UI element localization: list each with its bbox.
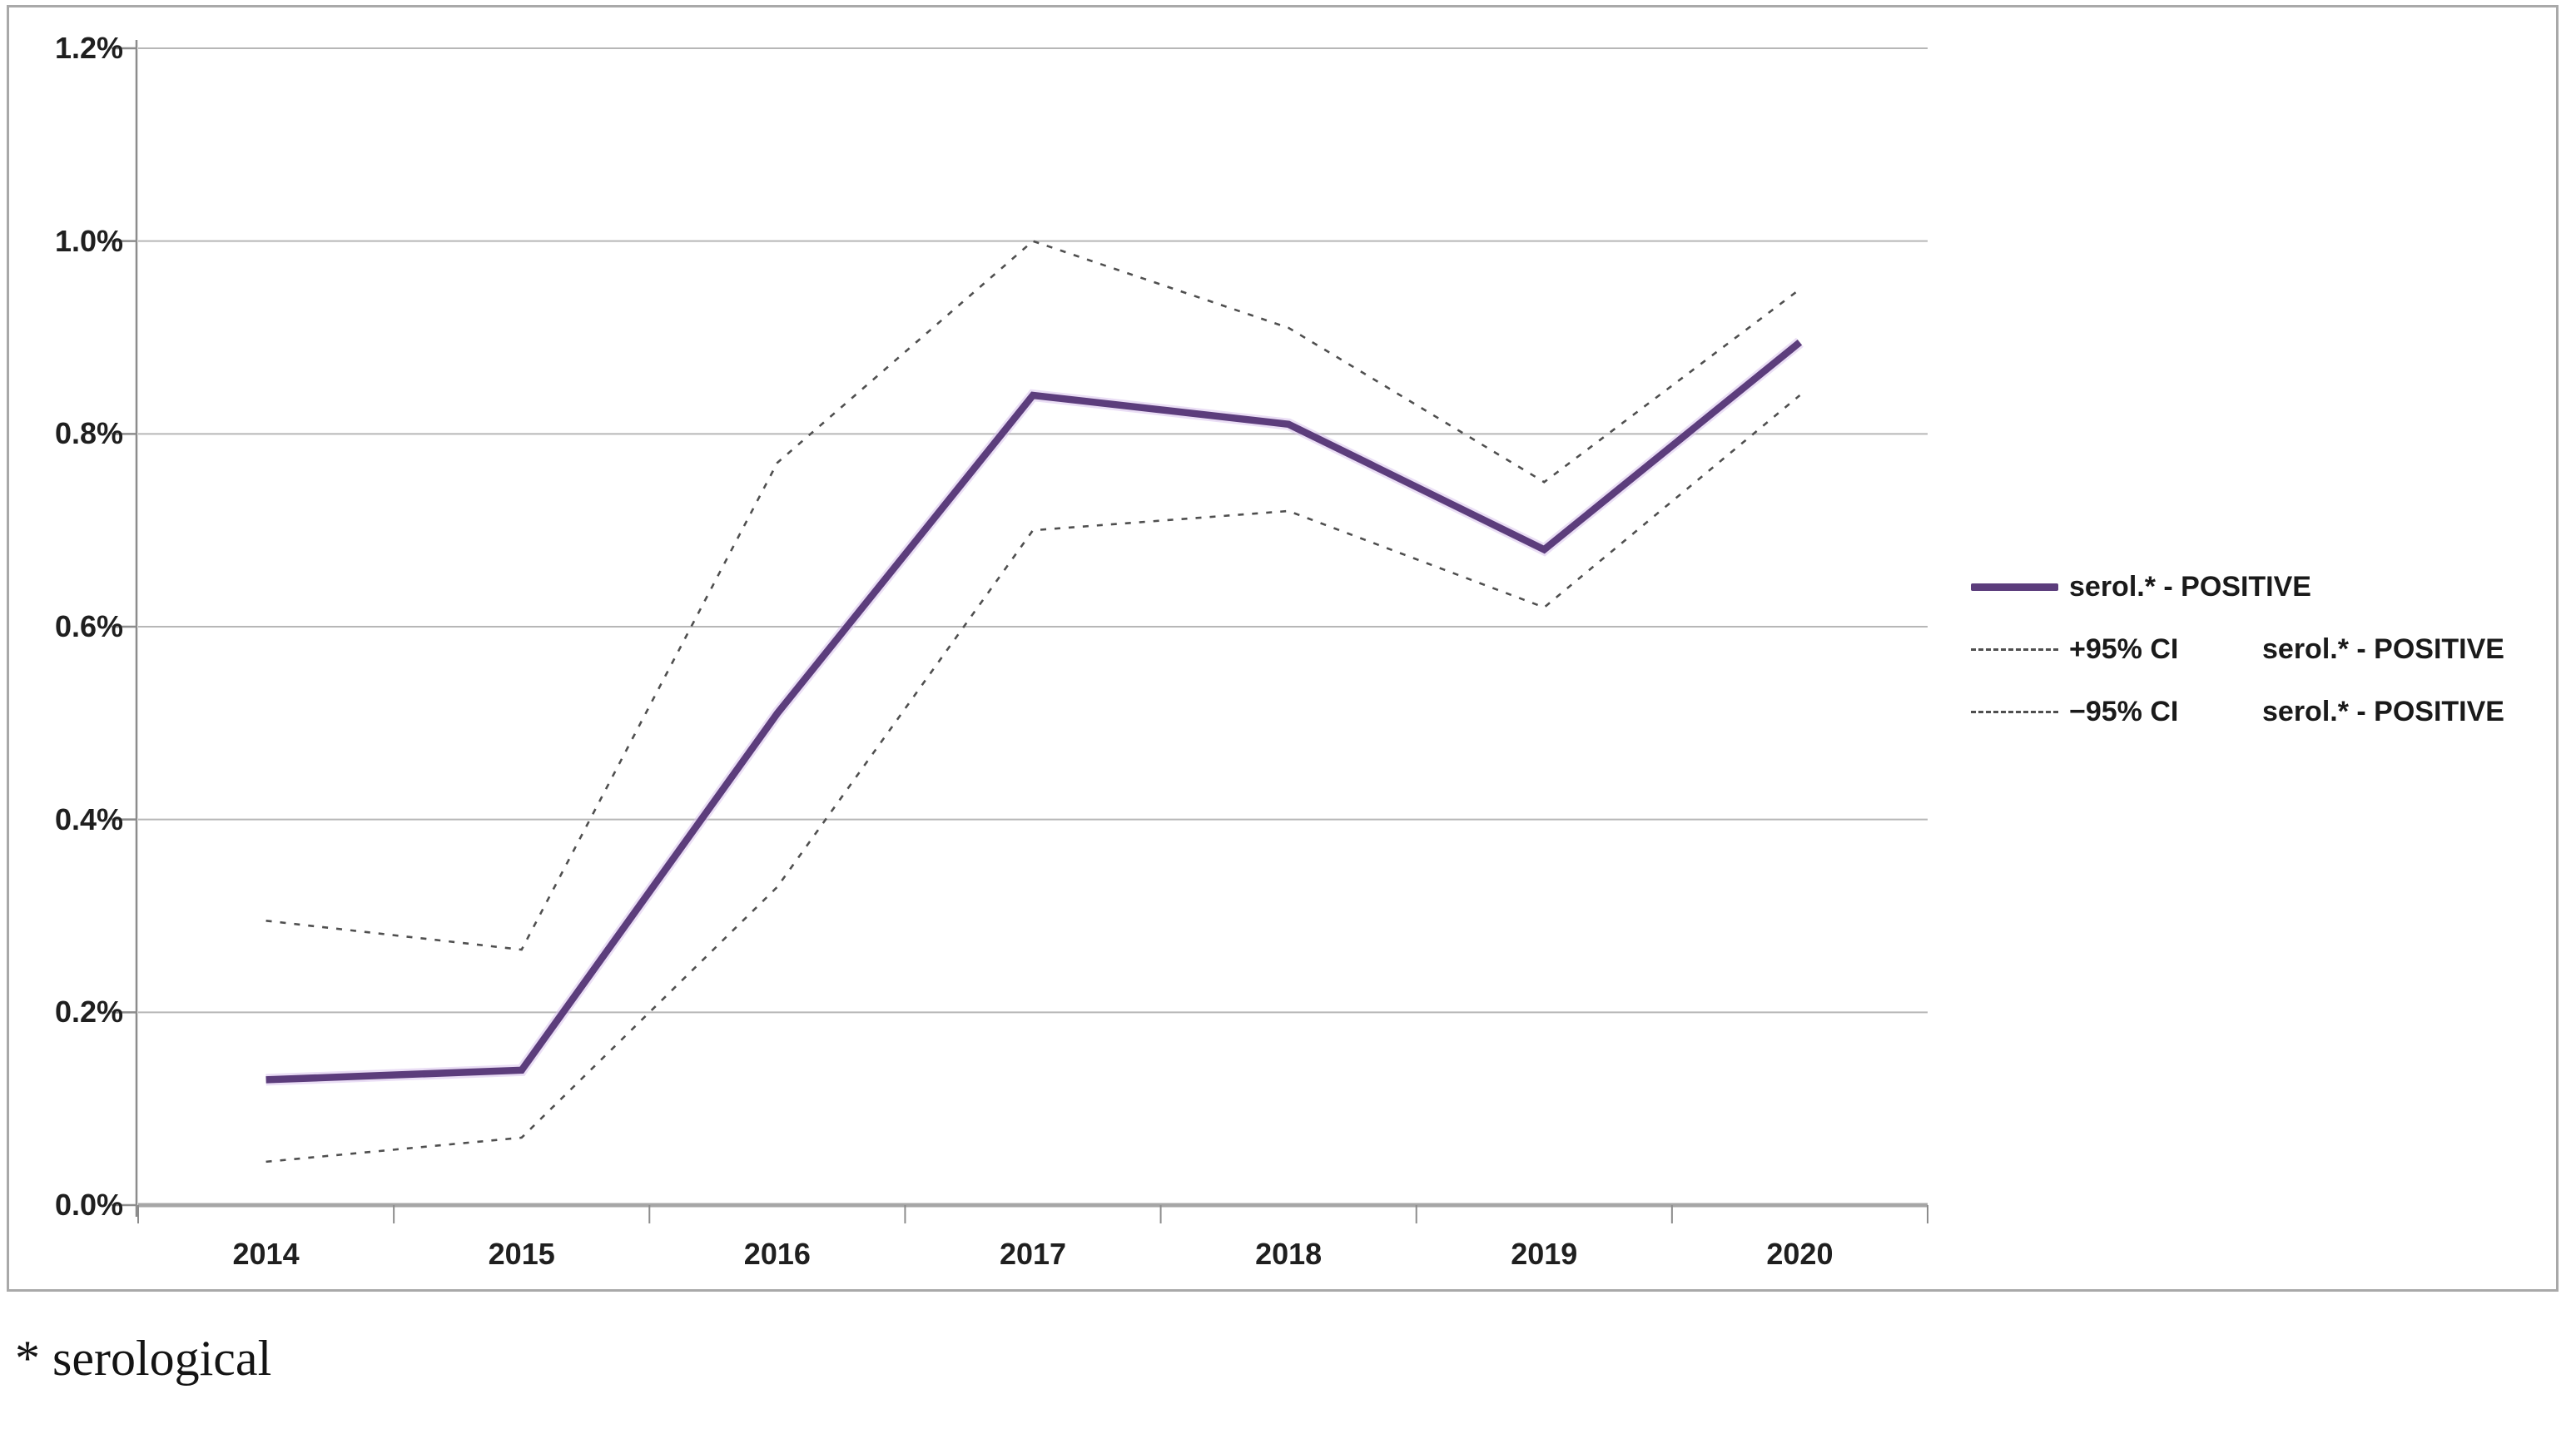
y-tick-label: 1.2% <box>54 31 123 65</box>
legend-item-label: serol.* - POSITIVE <box>2069 571 2311 603</box>
x-tick-label: 2020 <box>1766 1237 1834 1271</box>
y-tick-label: 0.8% <box>54 416 123 451</box>
series-line-2 <box>266 394 1801 1164</box>
legend-item-upper-ci: +95% CI serol.* - POSITIVE <box>1971 618 2504 681</box>
y-tick-label: 0.4% <box>54 801 123 836</box>
solid-purple-line-swatch <box>1971 583 2058 591</box>
footnote: * serological <box>15 1331 272 1386</box>
y-tick-label: 0.6% <box>54 609 123 643</box>
y-tick-label: 1.0% <box>54 223 123 258</box>
legend-item-positive: serol.* - POSITIVE <box>1971 556 2504 618</box>
y-tick-label: 0.2% <box>54 995 123 1030</box>
series-line-1 <box>266 240 1801 951</box>
series-line-0 <box>266 339 1803 1084</box>
x-tick-label: 2019 <box>1511 1237 1578 1271</box>
x-tick-label: 2018 <box>1255 1237 1323 1271</box>
x-tick-label: 2016 <box>743 1237 811 1271</box>
series-line-halo <box>266 337 1804 1086</box>
legend-item-lower-ci: −95% CI serol.* - POSITIVE <box>1971 681 2504 743</box>
x-tick-label: 2015 <box>488 1237 555 1271</box>
legend: serol.* - POSITIVE +95% CI serol.* - POS… <box>1971 556 2504 743</box>
legend-item-label: serol.* - POSITIVE <box>2262 633 2504 665</box>
legend-item-label: serol.* - POSITIVE <box>2262 696 2504 727</box>
y-tick-label: 0.0% <box>54 1188 123 1222</box>
x-tick-label: 2014 <box>232 1237 300 1271</box>
dashed-gray-line-swatch <box>1971 648 2058 651</box>
x-tick-label: 2017 <box>999 1237 1067 1271</box>
legend-ci-label: +95% CI <box>2069 633 2179 665</box>
dashed-gray-line-swatch <box>1971 711 2058 713</box>
legend-ci-label: −95% CI <box>2069 696 2179 727</box>
